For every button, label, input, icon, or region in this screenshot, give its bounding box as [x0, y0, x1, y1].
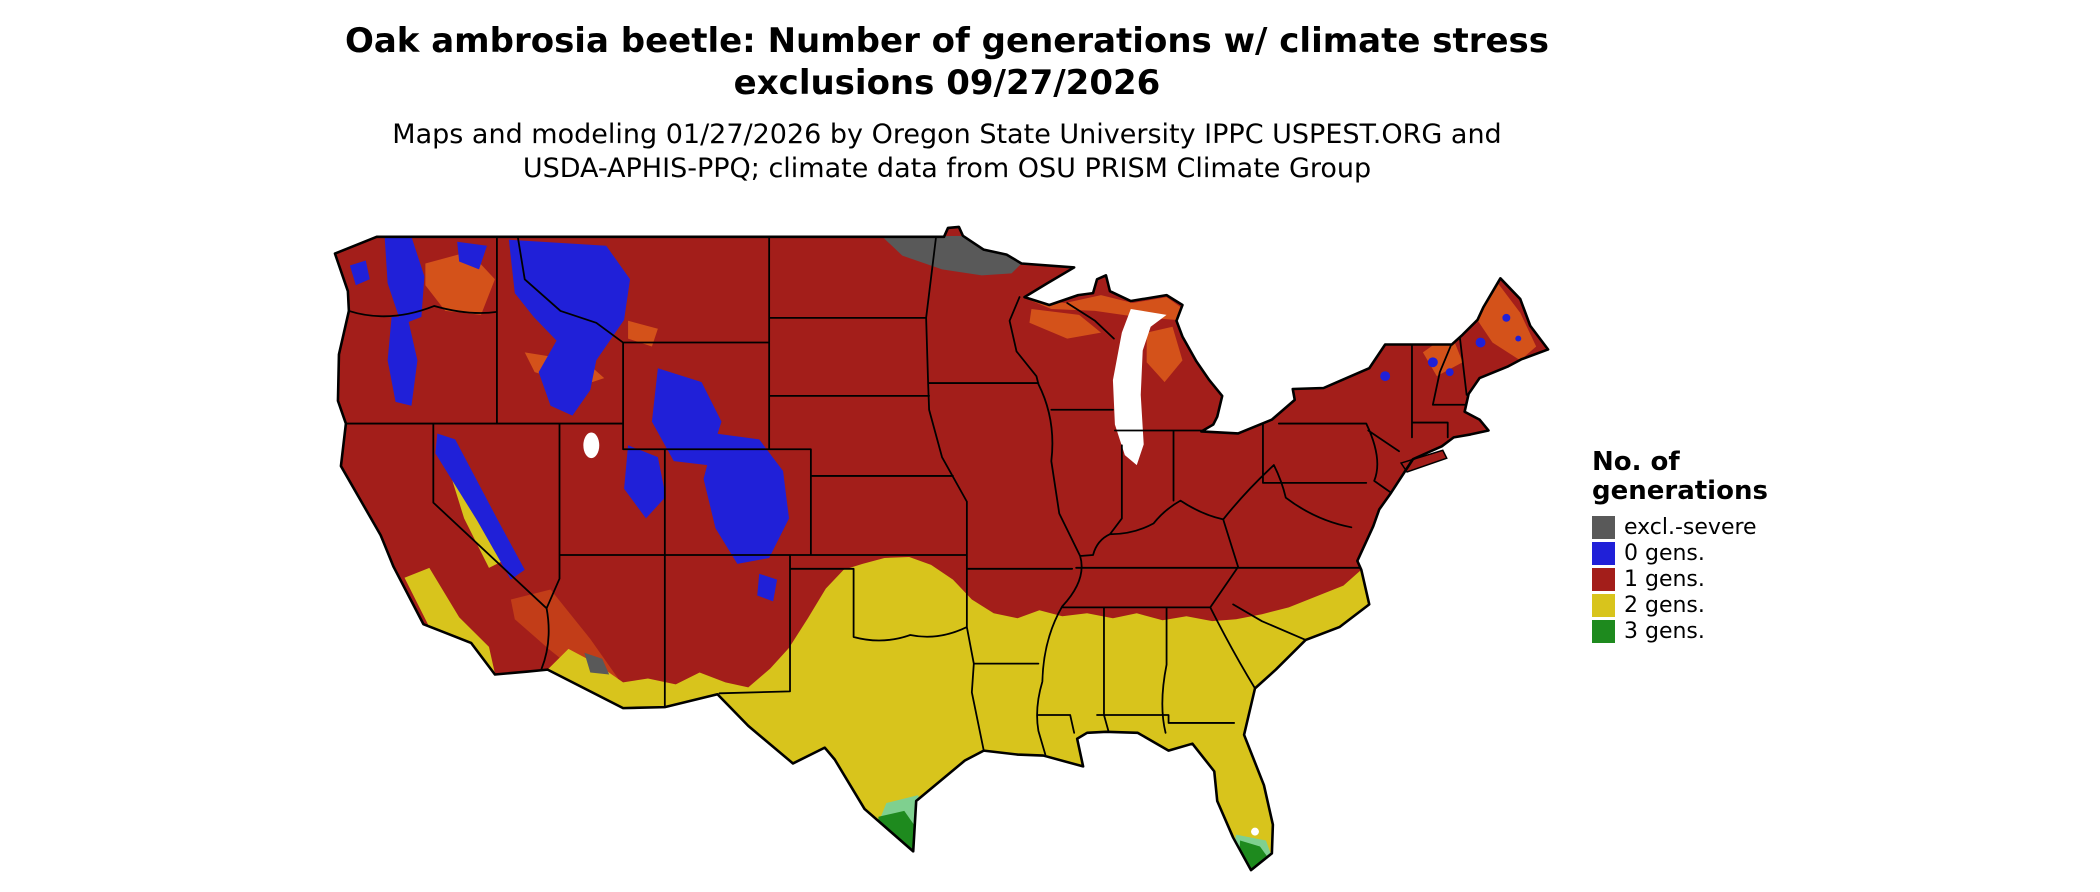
title-block: Oak ambrosia beetle: Number of generatio…	[197, 20, 1697, 186]
us-map-svg	[333, 225, 1550, 872]
us-map	[330, 222, 1562, 884]
great-lakes-water	[583, 308, 1259, 836]
legend-swatch-2-gens	[1592, 594, 1615, 617]
legend-label-0-gens: 0 gens.	[1624, 541, 1705, 566]
legend-swatch-1-gens	[1592, 568, 1615, 591]
legend-swatch-3-gens	[1592, 620, 1615, 643]
legend-title: No. of generations	[1592, 448, 1832, 506]
legend-item-3-gens: 3 gens.	[1592, 620, 1832, 643]
legend-title-line2: generations	[1592, 476, 1768, 506]
legend-swatch-0-gens	[1592, 542, 1615, 565]
legend-item-2-gens: 2 gens.	[1592, 594, 1832, 617]
legend: No. of generations excl.-severe 0 gens. …	[1592, 448, 1832, 646]
legend-label-excl-severe: excl.-severe	[1624, 515, 1757, 540]
legend-item-0-gens: 0 gens.	[1592, 542, 1832, 565]
legend-swatch-excl-severe	[1592, 516, 1615, 539]
region-0-gens	[349, 236, 1522, 602]
legend-label-3-gens: 3 gens.	[1624, 619, 1705, 644]
map-title-line2: exclusions 09/27/2026	[733, 63, 1161, 103]
map-subtitle-line1: Maps and modeling 01/27/2026 by Oregon S…	[392, 119, 1502, 150]
map-subtitle-line2: USDA-APHIS-PPQ; climate data from OSU PR…	[522, 153, 1372, 184]
state-borders	[345, 235, 1468, 756]
region-3-gens	[874, 795, 1274, 871]
legend-title-line1: No. of	[1592, 447, 1680, 477]
legend-item-1-gens: 1 gens.	[1592, 568, 1832, 591]
legend-label-2-gens: 2 gens.	[1624, 593, 1705, 618]
legend-item-excl-severe: excl.-severe	[1592, 516, 1832, 539]
region-excl-severe	[584, 235, 1022, 675]
map-subtitle: Maps and modeling 01/27/2026 by Oregon S…	[197, 118, 1697, 186]
legend-label-1-gens: 1 gens.	[1624, 567, 1705, 592]
map-title-line1: Oak ambrosia beetle: Number of generatio…	[344, 21, 1550, 61]
